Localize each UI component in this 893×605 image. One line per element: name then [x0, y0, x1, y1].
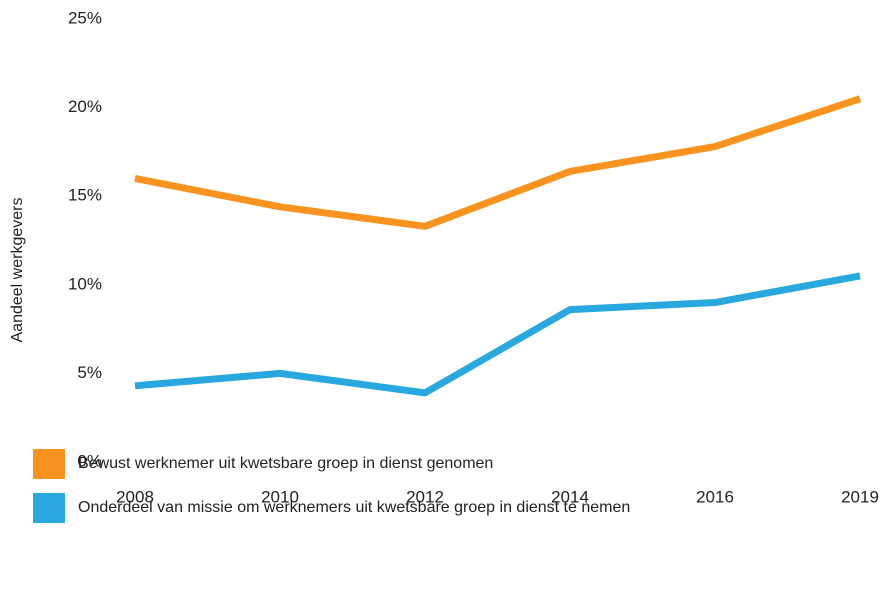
y-tick-label: 10%	[68, 274, 102, 293]
y-tick-label: 0%	[77, 451, 102, 470]
x-tick-label: 2019	[841, 487, 879, 506]
series-line	[134, 272, 861, 397]
x-tick-label: 2010	[261, 487, 299, 506]
series-line	[134, 95, 862, 230]
x-tick-label: 2008	[116, 487, 154, 506]
y-tick-label: 25%	[68, 8, 102, 27]
y-axis-label: Aandeel werkgevers	[9, 198, 26, 343]
x-tick-label: 2016	[696, 487, 734, 506]
legend-label: Bewust werknemer uit kwetsbare groep in …	[78, 455, 493, 472]
y-tick-label: 20%	[68, 97, 102, 116]
legend-label: Onderdeel van missie om werknemers uit k…	[78, 499, 630, 516]
y-tick-label: 5%	[77, 363, 102, 382]
legend-swatch	[33, 493, 65, 523]
x-tick-label: 2012	[406, 487, 444, 506]
x-tick-label: 2014	[551, 487, 589, 506]
legend-swatch	[33, 449, 65, 479]
y-tick-label: 15%	[68, 186, 102, 205]
